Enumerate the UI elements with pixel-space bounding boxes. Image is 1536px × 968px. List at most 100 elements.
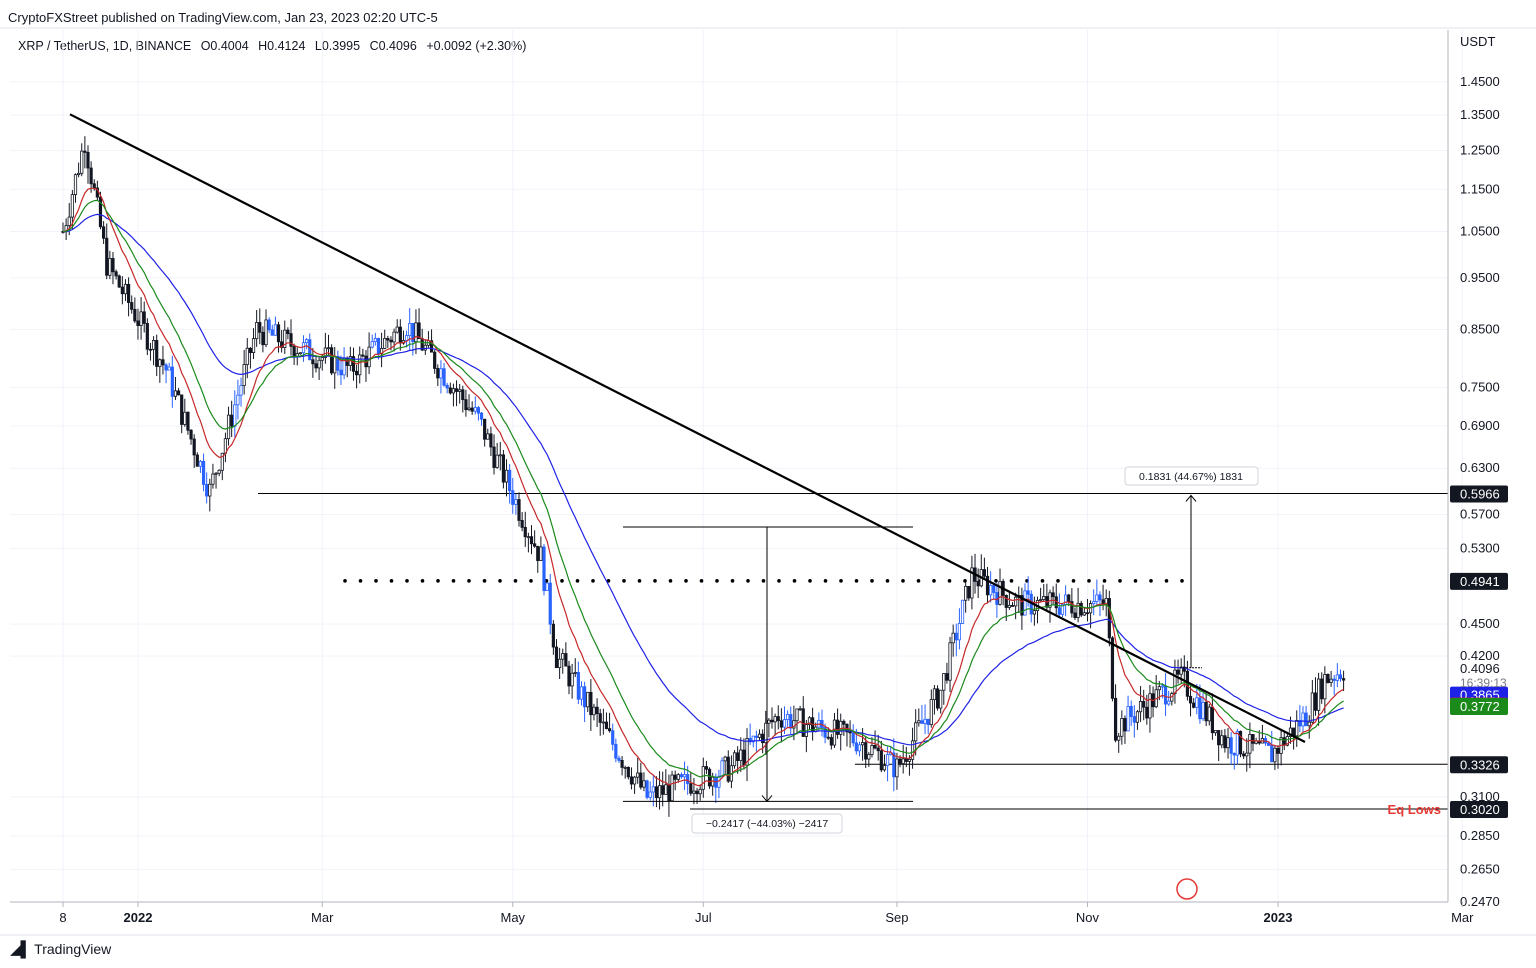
y-tick-label: 0.4500: [1460, 616, 1500, 631]
candle-body: [617, 757, 621, 761]
y-tick-label: 0.7500: [1460, 379, 1500, 394]
candle-body: [1245, 752, 1249, 757]
candle-body: [86, 151, 90, 169]
candle-body: [251, 338, 256, 353]
candle-body: [851, 732, 855, 744]
candle-body: [1126, 706, 1130, 732]
dotted-level-dot: [885, 579, 890, 583]
candle-body: [1273, 747, 1277, 763]
candle-body: [807, 717, 812, 726]
candle-body: [895, 758, 899, 778]
candle-body: [1307, 721, 1311, 727]
candle-body: [651, 786, 655, 793]
candle-body: [998, 580, 1002, 605]
candle-body: [370, 341, 374, 348]
candle-body: [236, 394, 240, 406]
y-tick-label: 1.4500: [1460, 74, 1500, 89]
candle-body: [145, 323, 149, 350]
candle-body: [501, 454, 505, 483]
dotted-level-dot: [777, 579, 781, 583]
candle-body: [292, 345, 296, 358]
candle-body: [707, 768, 712, 787]
candle-body: [1023, 590, 1027, 616]
candle-body: [701, 766, 705, 790]
candle-body: [1148, 693, 1152, 719]
candle-body: [910, 740, 915, 760]
candle-body: [273, 324, 277, 336]
candle-body: [77, 172, 81, 176]
candle-body: [514, 499, 518, 505]
candle-body: [454, 388, 459, 392]
candle-body: [964, 585, 968, 601]
candle-body: [901, 758, 905, 764]
candle-body: [504, 469, 509, 483]
candle-body: [1229, 737, 1233, 754]
candle-body: [870, 745, 874, 755]
candle-body: [789, 714, 793, 729]
dotted-level-dot: [498, 579, 502, 583]
down-measure-label-box: [691, 813, 843, 834]
candle-body: [573, 672, 577, 674]
symbol-pair[interactable]: XRP / TetherUS, 1D, BINANCE: [18, 39, 192, 53]
dotted-level-dot: [1009, 579, 1014, 583]
price-label-text: 0.3772: [1460, 699, 1500, 714]
dotted-level-dot: [451, 579, 456, 583]
candle-body: [529, 536, 534, 545]
candle-body: [1004, 595, 1008, 608]
dotted-level-dot: [715, 579, 719, 583]
candle-body: [592, 706, 596, 716]
candle-body: [1145, 706, 1149, 719]
candle-body: [1079, 602, 1083, 616]
candle-body: [742, 749, 746, 766]
candle-body: [70, 194, 74, 218]
candle-body: [80, 150, 84, 174]
candle-body: [885, 754, 890, 766]
candle-body: [133, 308, 137, 322]
candle-body: [239, 385, 243, 396]
candle-body: [448, 387, 452, 394]
candle-body: [489, 433, 493, 448]
candle-body: [1288, 727, 1293, 737]
candle-body: [392, 331, 396, 343]
dotted-level-dot: [575, 579, 580, 583]
candle-body: [467, 407, 471, 411]
candle-body: [929, 699, 933, 725]
candle-body: [642, 780, 646, 788]
candle-body: [539, 546, 543, 561]
candle-body: [939, 689, 943, 709]
candle-body: [517, 499, 521, 521]
symbol-info-line: XRP / TetherUS, 1D, BINANCE O0.4004 H0.4…: [18, 39, 532, 53]
candle-body: [726, 756, 730, 782]
candle-body: [614, 743, 618, 759]
candle-body: [248, 347, 253, 353]
candle-body: [139, 311, 143, 326]
candle-body: [739, 749, 743, 761]
candle-body: [102, 226, 106, 239]
candle-body: [289, 333, 293, 347]
price-label-tag: [1450, 756, 1508, 774]
candle-body: [948, 642, 952, 681]
tradingview-logo-text: TradingView: [34, 941, 112, 957]
x-tick-label: Sep: [885, 910, 908, 925]
dotted-level-dot: [901, 579, 905, 583]
dotted-level-dot: [746, 579, 750, 583]
candle-body: [333, 356, 337, 374]
price-label-tag: [1450, 697, 1508, 715]
candle-body: [408, 323, 412, 336]
up-measure-label: 0.1831 (44.67%) 1831: [1139, 471, 1243, 483]
candle-body: [676, 774, 680, 780]
candle-body: [526, 536, 530, 539]
dotted-level-dot: [994, 579, 998, 583]
publisher-header: CryptoFXStreet published on TradingView.…: [8, 10, 438, 25]
candle-body: [1076, 602, 1080, 618]
tradingview-footer[interactable]: ◢▌ TradingView: [10, 940, 111, 958]
candle-body: [283, 329, 287, 348]
candle-body: [98, 196, 103, 228]
candle-body: [1179, 666, 1183, 675]
candle-body: [170, 366, 174, 397]
tradingview-logo-icon: ◢▌: [10, 941, 31, 958]
candle-body: [211, 473, 215, 485]
candle-body: [1014, 596, 1018, 607]
candle-body: [201, 460, 206, 485]
